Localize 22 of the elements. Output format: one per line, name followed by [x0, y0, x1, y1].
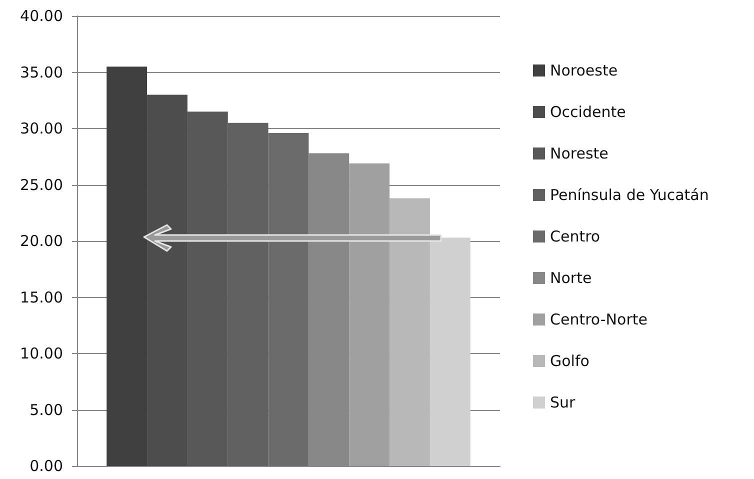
y-tick-label: 20.00: [20, 232, 63, 250]
y-tick-label: 25.00: [20, 176, 63, 194]
legend-label: Norte: [550, 269, 592, 287]
legend-label: Noreste: [550, 144, 608, 162]
y-tick-label: 0.00: [30, 457, 63, 475]
y-tick-label: 5.00: [30, 400, 63, 419]
legend-label: Golfo: [550, 352, 590, 370]
y-tick-label: 15.00: [20, 288, 63, 306]
legend-label: Centro: [550, 228, 600, 246]
y-tick-label: 35.00: [20, 63, 63, 82]
bar: [106, 66, 148, 466]
y-tick-label: 10.00: [20, 344, 63, 362]
bar: [390, 198, 430, 466]
y-tick-label: 40.00: [20, 7, 63, 25]
legend-label: Occidente: [550, 103, 626, 121]
legend-label: Noroeste: [550, 62, 618, 80]
legend-label: Sur: [550, 394, 576, 412]
y-tick-label: 30.00: [20, 120, 63, 138]
bar: [430, 238, 470, 466]
legend-label: Península de Yucatán: [550, 186, 709, 204]
legend-label: Centro-Norte: [550, 310, 648, 328]
bar: [349, 163, 390, 466]
